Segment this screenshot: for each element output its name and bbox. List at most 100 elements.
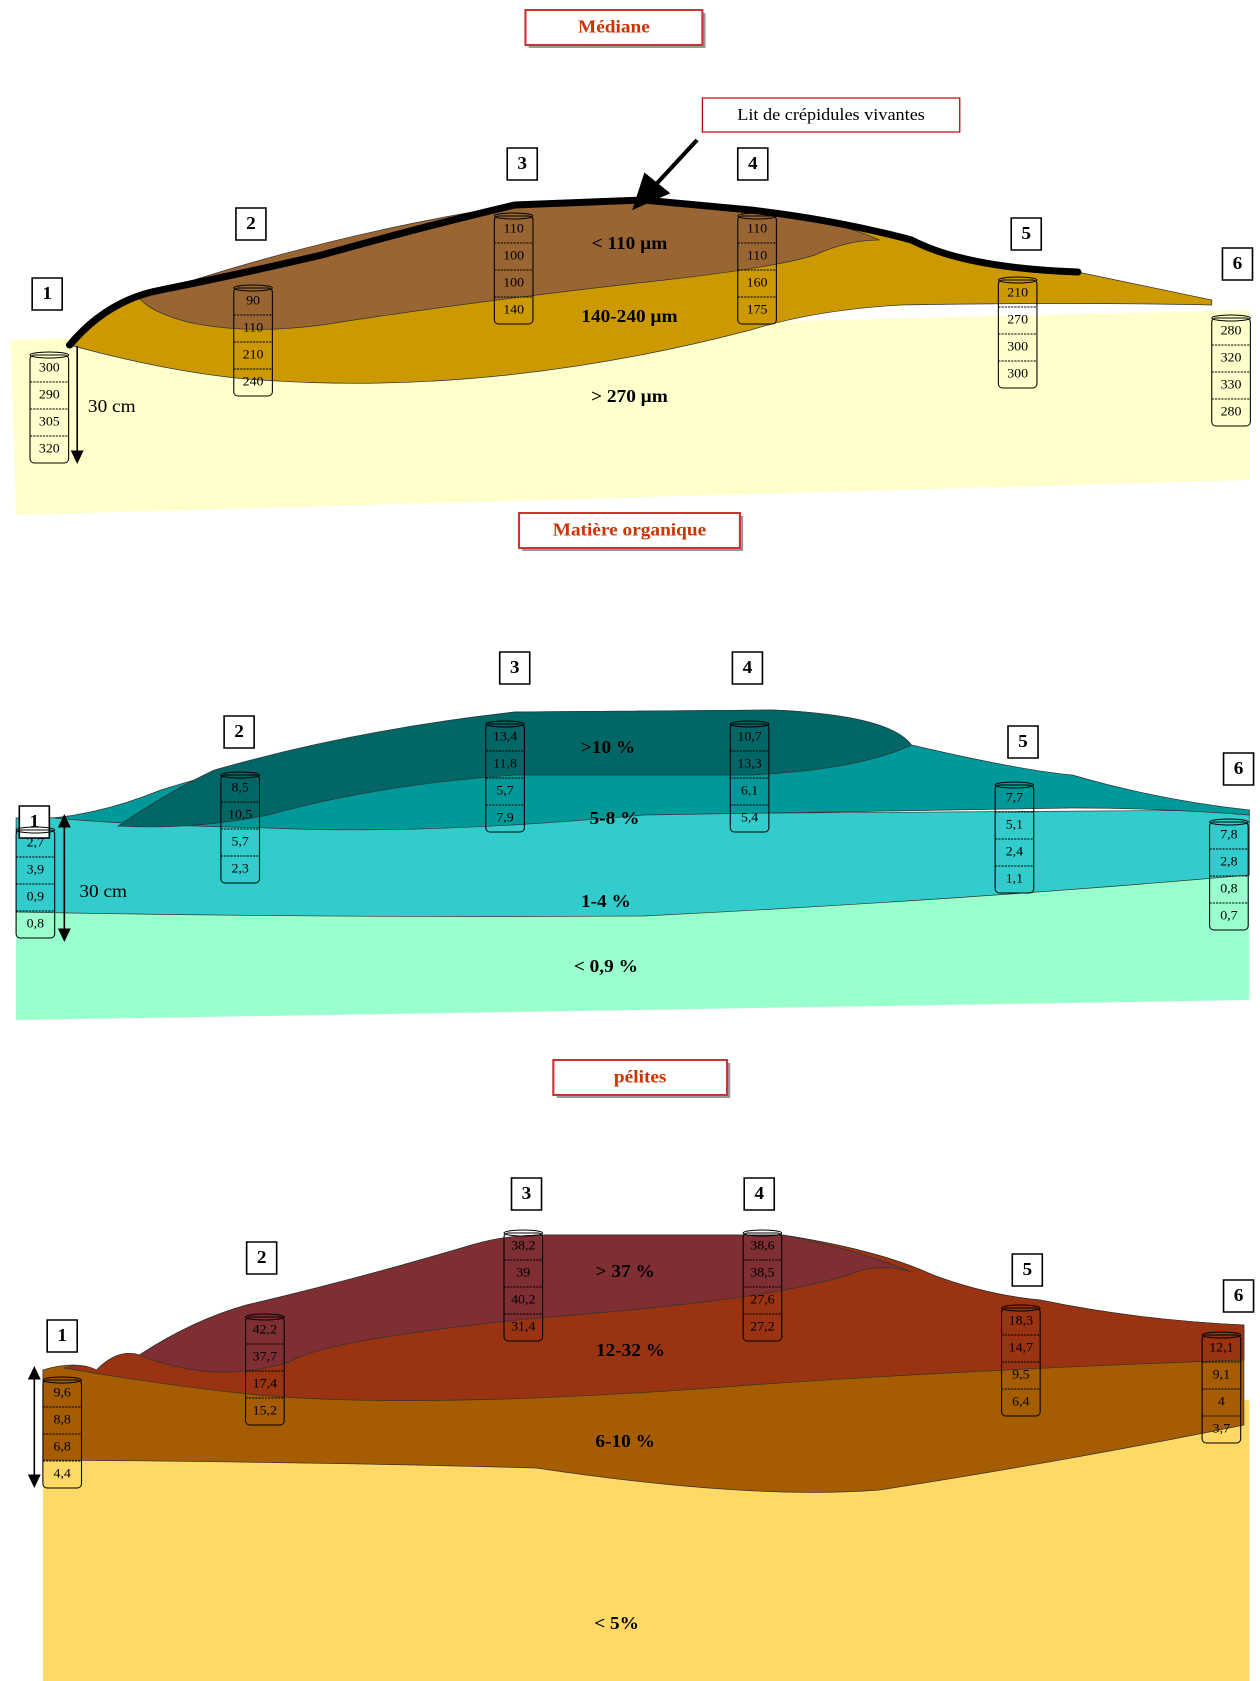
core-value: 40,2 <box>511 1292 535 1306</box>
core-value: 280 <box>1221 404 1242 418</box>
zone-label: > 37 % <box>596 1262 655 1282</box>
zone-label: 1-4 % <box>581 892 631 912</box>
core-value: 38,6 <box>750 1238 775 1252</box>
zone-label: >10 % <box>581 738 635 758</box>
core-value: 290 <box>39 387 60 401</box>
core-value: 160 <box>747 275 768 289</box>
panel-pelites <box>34 1235 1249 1681</box>
core-value: 300 <box>1007 339 1028 353</box>
core-value: 330 <box>1221 377 1242 391</box>
zone-label: 140-240 µm <box>581 307 678 327</box>
core-value: 8,5 <box>231 780 249 794</box>
zone-label: 12-32 % <box>596 1341 665 1361</box>
zone-label: < 0,9 % <box>574 957 638 977</box>
core-value: 5,7 <box>231 834 249 848</box>
panel-title: Médiane <box>578 17 650 37</box>
core-value: 6,1 <box>741 783 758 797</box>
core-label: 2 <box>234 722 244 742</box>
core-value: 14,7 <box>1009 1340 1034 1354</box>
core-value: 37,7 <box>253 1349 278 1363</box>
core-value: 100 <box>503 275 524 289</box>
core-value: 300 <box>39 360 60 374</box>
core-label: 6 <box>1234 1286 1244 1306</box>
core-value: 38,2 <box>511 1238 535 1252</box>
core-value: 110 <box>747 221 768 235</box>
core-value: 15,2 <box>253 1403 277 1417</box>
annotation-arrow <box>643 140 697 198</box>
core-value: 27,2 <box>750 1319 774 1333</box>
core-value: 1,1 <box>1006 871 1023 885</box>
core-label: 4 <box>754 1184 764 1204</box>
core-label: 3 <box>517 154 527 174</box>
core-value: 42,2 <box>253 1322 277 1336</box>
core-value: 0,7 <box>1220 908 1238 922</box>
core-label: 2 <box>257 1248 267 1268</box>
core-value: 18,3 <box>1009 1313 1034 1327</box>
core-value: 110 <box>503 221 524 235</box>
core-value: 5,7 <box>496 783 514 797</box>
core-value: 3,7 <box>1213 1421 1231 1435</box>
core-label: 4 <box>743 658 753 678</box>
core-value: 5,1 <box>1006 817 1023 831</box>
core-value: 300 <box>1007 366 1028 380</box>
core-value: 10,5 <box>228 807 253 821</box>
core-value: 140 <box>503 302 524 316</box>
core-value: 4 <box>1218 1394 1225 1408</box>
core-label: 4 <box>748 154 758 174</box>
core-label: 3 <box>522 1184 532 1204</box>
page: {"panels": [ {"title": "Médiane", "annot… <box>0 0 1260 1681</box>
zone-label: > 270 µm <box>591 387 668 407</box>
core-value: 90 <box>246 293 260 307</box>
depth-label: 30 cm <box>88 397 136 417</box>
core-value: 110 <box>747 248 768 262</box>
core-label: 1 <box>29 812 39 832</box>
core-label: 5 <box>1018 732 1028 752</box>
core-label: 1 <box>42 284 52 304</box>
zone-label: < 5% <box>594 1614 639 1634</box>
core-value: 270 <box>1007 312 1028 326</box>
core-value: 6,4 <box>1012 1394 1030 1408</box>
core-value: 31,4 <box>511 1319 536 1333</box>
core-value: 5,4 <box>741 810 759 824</box>
core-value: 7,7 <box>1006 790 1024 804</box>
core-value: 0,8 <box>27 916 45 930</box>
core-value: 6,8 <box>53 1439 71 1453</box>
core-value: 9,5 <box>1012 1367 1030 1381</box>
core-value: 175 <box>747 302 768 316</box>
core-label: 6 <box>1234 759 1244 779</box>
core-value: 38,5 <box>750 1265 775 1279</box>
core-value: 13,3 <box>737 756 762 770</box>
depth-label: 30 cm <box>79 882 127 902</box>
core-value: 2,8 <box>1220 854 1238 868</box>
core-value: 27,6 <box>750 1292 775 1306</box>
core-label: 5 <box>1022 1260 1032 1280</box>
annotation: Lit de crépidules vivantes <box>737 104 925 123</box>
zone-label: 6-10 % <box>595 1432 655 1452</box>
core-value: 110 <box>243 320 264 334</box>
core-value: 9,1 <box>1213 1367 1230 1381</box>
core-value: 2,4 <box>1006 844 1024 858</box>
core-value: 2,3 <box>231 861 249 875</box>
core-value: 3,9 <box>27 862 45 876</box>
core-value: 0,8 <box>1220 881 1238 895</box>
core-value: 7,9 <box>496 810 514 824</box>
zone-label: 5-8 % <box>590 809 640 829</box>
core-value: 210 <box>1007 285 1028 299</box>
core-value: 280 <box>1221 323 1242 337</box>
core-value: 210 <box>243 347 264 361</box>
core-label: 1 <box>57 1326 67 1346</box>
core-value: 4,4 <box>53 1466 71 1480</box>
panel-title: pélites <box>614 1067 667 1087</box>
core-value: 39 <box>516 1265 530 1279</box>
core-value: 8,8 <box>53 1412 71 1426</box>
core-value: 17,4 <box>253 1376 278 1390</box>
core-label: 3 <box>510 658 520 678</box>
core-value: 320 <box>1221 350 1242 364</box>
zone-label: < 110 µm <box>592 234 668 254</box>
panel-title: Matière organique <box>553 520 706 540</box>
core-value: 0,9 <box>27 889 45 903</box>
core-value: 240 <box>243 374 264 388</box>
core-value: 13,4 <box>493 729 518 743</box>
core-value: 2,7 <box>27 835 45 849</box>
core-label: 5 <box>1021 224 1031 244</box>
